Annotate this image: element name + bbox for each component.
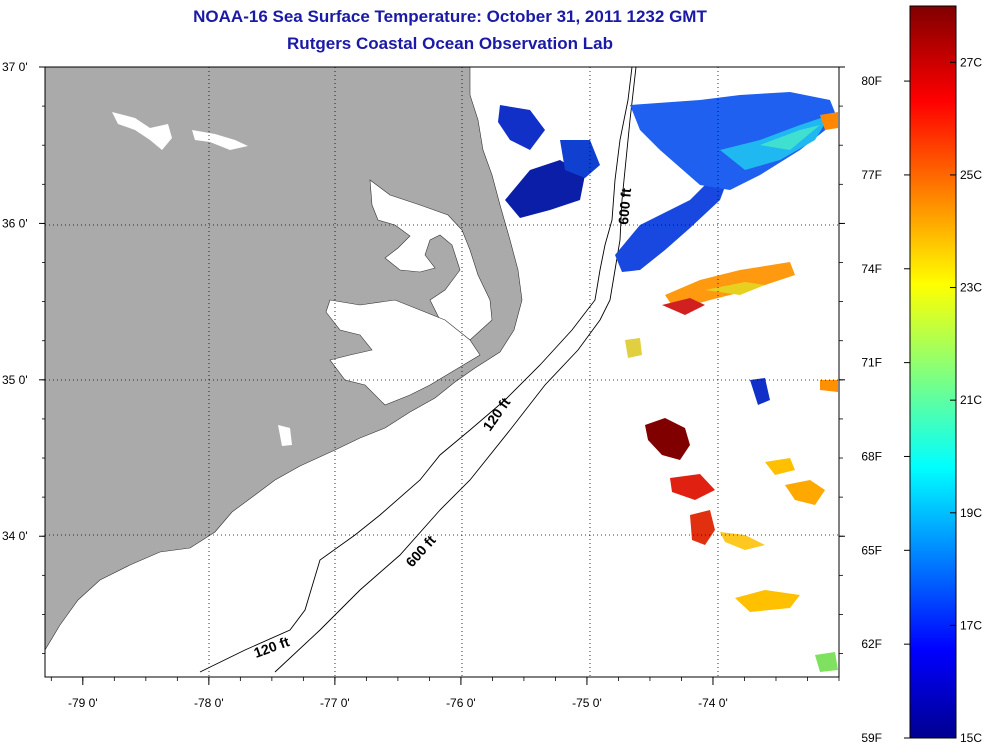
lon-label: -77 0' [320,696,350,710]
sst-patches [498,92,838,672]
depth-label-600ft-north: 600 ft [615,187,634,225]
latitude-axis: 37 0' 36 0' 35 0' 34 0' [2,60,845,543]
axis-ticks [42,66,843,681]
lat-label: 34 0' [2,529,28,543]
map-subtitle: Rutgers Coastal Ocean Observation Lab [287,34,613,53]
colorbar-c-label: 27C [960,55,982,69]
lon-label: -74 0' [698,696,728,710]
lat-label: 35 0' [2,373,28,387]
lon-label: -78 0' [194,696,224,710]
longitude-axis: -79 0' -78 0' -77 0' -76 0' -75 0' -74 0' [68,677,728,710]
inland-lake [192,130,248,150]
colorbar-c-label: 15C [960,731,982,745]
map-title: NOAA-16 Sea Surface Temperature: October… [193,7,707,26]
colorbar-c-label: 25C [960,168,982,182]
colorbar-f-label: 74F [861,262,882,276]
colorbar-f-label: 77F [861,168,882,182]
graticule [45,67,839,677]
albemarle-sound [369,179,493,341]
colorbar-f-label: 68F [861,449,882,463]
pamlico-sound [325,299,481,406]
colorbar [909,5,957,739]
colorbar-f-label: 71F [861,356,882,370]
colorbar-c-label: 17C [960,618,982,632]
inland-lake [278,425,292,446]
inland-lake [112,112,172,150]
colorbar-celsius-labels: 27C 25C 23C 21C 19C 17C 15C [950,55,982,745]
colorbar-f-label: 62F [861,637,882,651]
colorbar-c-label: 19C [960,506,982,520]
lon-label: -75 0' [572,696,602,710]
lon-label: -79 0' [68,696,98,710]
lat-label: 36 0' [2,216,28,230]
lon-label: -76 0' [446,696,476,710]
colorbar-c-label: 21C [960,393,982,407]
colorbar-c-label: 23C [960,281,982,295]
map-frame [44,66,840,678]
colorbar-f-label: 80F [861,74,882,88]
contour-600ft [274,67,637,673]
colorbar-f-label: 59F [861,731,882,745]
colorbar-fahrenheit-labels: 80F 77F 74F 71F 68F 65F 62F 59F [861,74,910,745]
colorbar-f-label: 65F [861,543,882,557]
contour-120ft [199,67,633,673]
lat-label: 37 0' [2,60,28,74]
